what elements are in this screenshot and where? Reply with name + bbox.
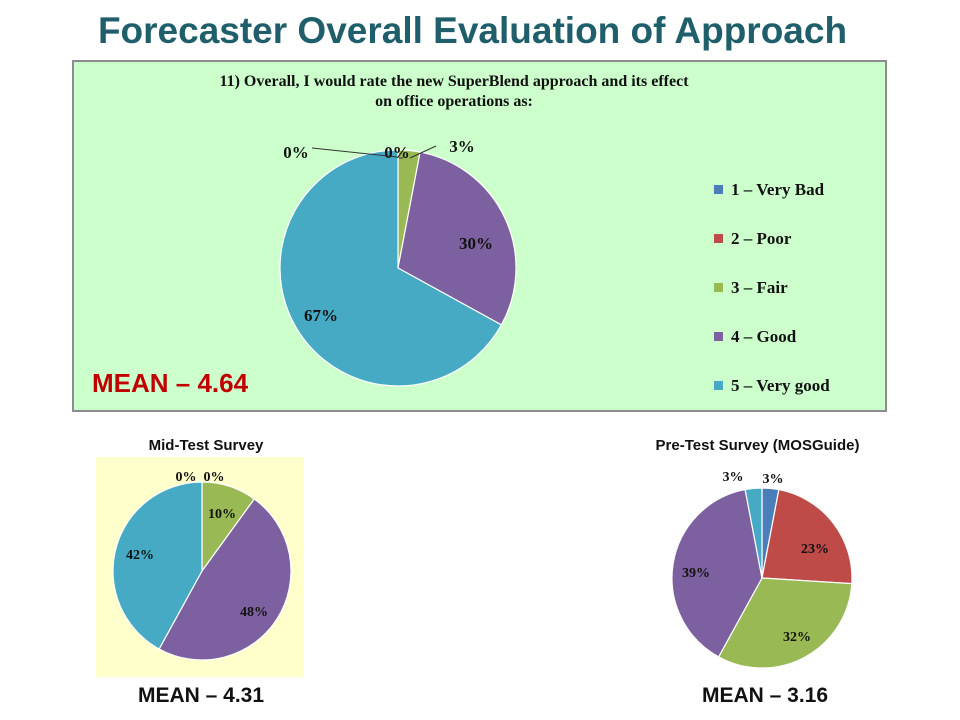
- legend-item: 5 – Very good: [714, 376, 830, 400]
- pie-slice: [761, 488, 853, 585]
- question-line-2: on office operations as:: [375, 93, 533, 110]
- pie-slice: [717, 577, 853, 669]
- pie-chart-3: 3% 23% 32% 39% 3%: [671, 470, 853, 669]
- legend-label: 4 – Good: [731, 327, 797, 346]
- legend: 1 – Very Bad 2 – Poor 3 – Fair 4 – Good 5 – …: [714, 180, 830, 425]
- legend-label: 1 – Very Bad: [731, 180, 825, 199]
- legend-label: 3 – Fair: [731, 278, 788, 297]
- legend-item: 3 – Fair: [714, 278, 830, 302]
- main-chart-panel: 11) Overall, I would rate the new SuperB…: [72, 60, 887, 412]
- data-label: 3%: [723, 470, 744, 485]
- data-label: 3%: [763, 472, 784, 487]
- legend-item: 1 – Very Bad: [714, 180, 830, 204]
- legend-label: 5 – Very good: [731, 376, 830, 395]
- legend-label: 2 – Poor: [731, 229, 792, 248]
- mid-test-mean: MEAN – 4.31: [137, 684, 265, 707]
- pie-slice: [761, 487, 780, 579]
- legend-swatch: [714, 185, 723, 194]
- legend-swatch: [714, 283, 723, 292]
- survey-question: 11) Overall, I would rate the new SuperB…: [154, 72, 754, 112]
- legend-item: 4 – Good: [714, 327, 830, 351]
- legend-swatch: [714, 234, 723, 243]
- question-line-1: 11) Overall, I would rate the new SuperB…: [219, 73, 689, 90]
- mid-test-label: Mid-Test Survey: [148, 437, 264, 454]
- pre-test-label: Pre-Test Survey (MOSGuide): [655, 437, 860, 454]
- pie-slice: [671, 488, 763, 658]
- legend-swatch: [714, 381, 723, 390]
- legend-swatch: [714, 332, 723, 341]
- data-label: 32%: [783, 630, 811, 645]
- mid-test-panel: [96, 457, 304, 677]
- main-mean: MEAN – 4.64: [92, 368, 249, 398]
- page-title: Forecaster Overall Evaluation of Approac…: [97, 10, 848, 51]
- data-label: 23%: [801, 542, 829, 557]
- data-label: 39%: [682, 566, 710, 581]
- pre-test-mean: MEAN – 3.16: [701, 684, 829, 707]
- pie-slice: [744, 487, 763, 579]
- legend-item: 2 – Poor: [714, 229, 830, 253]
